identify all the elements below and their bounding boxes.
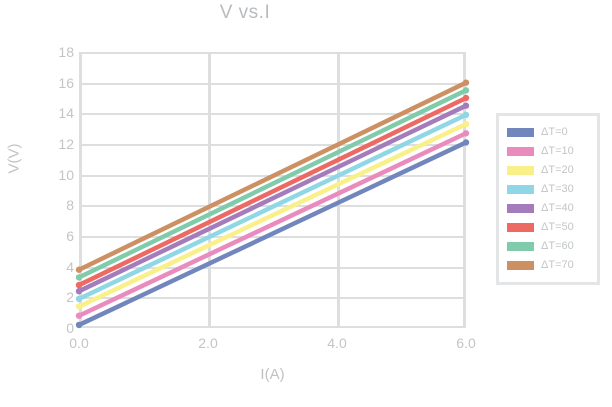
series-line (76, 121, 469, 309)
gridline-vertical (208, 52, 211, 328)
legend-color-swatch (507, 128, 534, 137)
legend-label: ΔT=10 (541, 145, 574, 157)
data-point-marker (462, 120, 470, 128)
y-axis-tick-label: 18 (58, 44, 74, 60)
data-point-marker (462, 130, 470, 137)
data-point-marker (75, 303, 83, 310)
data-point-marker (462, 102, 470, 109)
gridline-horizontal (79, 236, 466, 238)
y-axis-tick-label: 0 (66, 320, 74, 336)
legend-label: ΔT=0 (541, 126, 568, 138)
gridline-horizontal (79, 326, 466, 328)
legend-item[interactable]: ΔT=30 (507, 180, 591, 199)
data-point-marker (75, 266, 83, 273)
legend-label: ΔT=60 (541, 240, 574, 252)
gridline-horizontal (79, 113, 466, 116)
x-axis-title: I(A) (260, 366, 285, 383)
gridline-vertical (463, 52, 466, 328)
legend-item[interactable]: ΔT=10 (507, 142, 591, 161)
legend-color-swatch (507, 204, 534, 213)
gridline-horizontal (79, 266, 466, 269)
legend-color-swatch (507, 185, 534, 194)
x-axis-tick-labels: 0.0 2.0 4.0 6.0 (69, 335, 475, 360)
series-line (76, 131, 469, 318)
legend-item[interactable]: ΔT=40 (507, 199, 591, 218)
legend-item[interactable]: ΔT=20 (507, 161, 591, 180)
x-axis-tick-label: 4.0 (327, 335, 347, 351)
x-axis-tick-label: 2.0 (198, 335, 218, 351)
y-axis-tick-labels: 0 2 4 6 8 10 12 14 16 18 (22, 45, 74, 335)
legend-label: ΔT=50 (541, 221, 574, 233)
data-point-marker (462, 94, 470, 102)
data-point-marker (75, 281, 83, 289)
data-point-marker (75, 312, 83, 319)
data-point-marker (75, 288, 83, 295)
series-line (76, 103, 469, 294)
y-axis-tick-label: 4 (66, 258, 74, 275)
data-point-marker (75, 274, 83, 281)
gridline-horizontal (79, 52, 466, 54)
legend-label: ΔT=70 (541, 259, 574, 271)
gridline-horizontal (79, 82, 466, 85)
gridline-vertical (337, 52, 340, 328)
legend-item[interactable]: ΔT=60 (507, 237, 591, 256)
series-line (76, 112, 469, 302)
gridline-horizontal (79, 297, 466, 300)
y-axis-tick-label: 10 (58, 166, 74, 183)
y-axis-tick-label: 14 (58, 105, 74, 122)
data-point-marker (75, 295, 83, 303)
series-line (76, 80, 469, 272)
data-point-marker (462, 87, 470, 94)
legend-label: ΔT=30 (541, 183, 574, 195)
series-line (76, 140, 469, 328)
legend-color-swatch (507, 147, 534, 156)
gridline-horizontal (79, 144, 466, 146)
legend-color-swatch (507, 223, 534, 232)
legend-item[interactable]: ΔT=70 (507, 256, 591, 275)
data-point-marker (462, 111, 470, 119)
y-axis-tick-label: 6 (66, 228, 74, 244)
legend-item[interactable]: ΔT=0 (507, 123, 591, 142)
gridline-vertical (79, 52, 82, 328)
chart-title: V vs.I (219, 2, 271, 23)
legend-label: ΔT=40 (541, 202, 574, 214)
legend[interactable]: ΔT=0 ΔT=10 ΔT=20 ΔT=30 ΔT=40 ΔT=50 ΔT=60 ΔT=70 (496, 113, 600, 285)
legend-item[interactable]: ΔT=50 (507, 218, 591, 237)
y-axis-tick-label: 2 (66, 289, 74, 306)
data-point-marker (462, 139, 470, 146)
x-axis-tick-label: 6.0 (456, 335, 476, 351)
series-line (76, 88, 469, 280)
legend-color-swatch (507, 261, 534, 270)
x-axis-tick-label: 0.0 (69, 335, 89, 351)
data-point-marker (462, 79, 470, 86)
plot-area (75, 52, 470, 329)
y-axis-tick-label: 8 (66, 197, 74, 214)
data-point-marker (75, 321, 83, 329)
series-line (76, 95, 469, 288)
legend-color-swatch (507, 242, 534, 251)
y-axis-tick-label: 12 (58, 136, 74, 152)
y-axis-title: V(V) (5, 143, 23, 174)
legend-label: ΔT=20 (541, 164, 574, 176)
series-lines (75, 79, 470, 329)
y-axis-tick-label: 16 (58, 74, 74, 91)
legend-color-swatch (507, 166, 534, 175)
